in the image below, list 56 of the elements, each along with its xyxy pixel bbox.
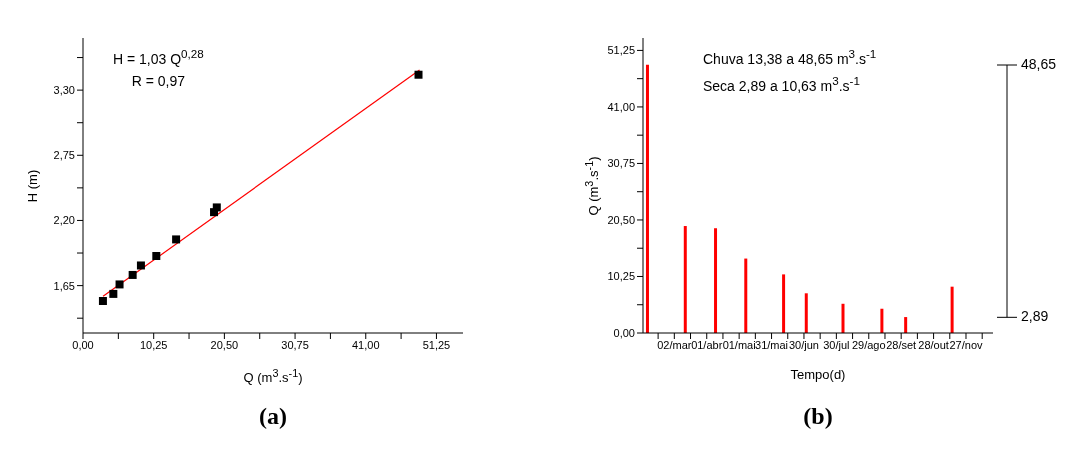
x-tick-label: 27/nov bbox=[949, 338, 984, 351]
y-tick-label: 0,00 bbox=[613, 326, 635, 339]
x-tick-label: 0,00 bbox=[72, 338, 94, 351]
ref-line-label: 2,89 bbox=[1021, 308, 1049, 325]
bar bbox=[804, 293, 808, 333]
y-tick-label: 20,50 bbox=[607, 213, 635, 226]
x-tick-label: 28/set bbox=[886, 338, 917, 351]
x-tick-label: 30,75 bbox=[281, 338, 309, 351]
x-axis-title: Tempo(d) bbox=[789, 367, 847, 382]
x-tick-label: 28/out bbox=[918, 338, 949, 351]
point bbox=[109, 289, 118, 298]
bar bbox=[841, 303, 845, 333]
x-tick-label: 10,25 bbox=[139, 338, 168, 351]
point bbox=[414, 70, 423, 79]
x-tick-label: 30/jun bbox=[788, 338, 819, 351]
point bbox=[115, 280, 124, 289]
x-tick-label: 20,50 bbox=[210, 338, 239, 351]
point bbox=[98, 297, 107, 306]
x-tick-label: 01/abr bbox=[691, 338, 723, 351]
y-tick-label: 3,30 bbox=[53, 84, 75, 97]
y-tick-label: 2,20 bbox=[53, 214, 75, 227]
bar bbox=[683, 226, 687, 333]
y-tick-label: 2,75 bbox=[53, 149, 75, 162]
y-tick-label: 1,65 bbox=[53, 279, 75, 292]
y-axis-title: H (m) bbox=[24, 169, 40, 202]
bar bbox=[880, 308, 884, 333]
bar bbox=[744, 258, 748, 333]
point bbox=[172, 235, 181, 244]
annotation: H = 1,03 Q$^{0,28}$ bbox=[113, 46, 204, 69]
text: (b) bbox=[802, 403, 834, 430]
x-tick-label: 30/jul bbox=[823, 338, 850, 351]
bar bbox=[645, 64, 649, 333]
x-axis-title: Q (m$^{3}$.s$^{-1}$) bbox=[242, 367, 304, 386]
text: (a) bbox=[258, 403, 288, 430]
annotation: Seca 2,89 a 10,63 m$^{3}$.s$^{-1}$ bbox=[703, 72, 861, 96]
x-tick-label: 02/mar bbox=[657, 338, 692, 351]
point bbox=[152, 251, 161, 260]
bar bbox=[904, 317, 908, 333]
y-tick-label: 51,25 bbox=[607, 44, 635, 57]
x-tick-label: 51,25 bbox=[422, 338, 451, 351]
point bbox=[212, 203, 221, 212]
x-tick-label: 31/mai bbox=[755, 338, 789, 351]
y-tick-label: 41,00 bbox=[607, 100, 635, 113]
x-tick-label: 41,00 bbox=[351, 338, 380, 351]
annotation: Chuva 13,38 a 48,65 m$^{3}$.s$^{-1}$ bbox=[703, 46, 877, 69]
x-tick-label: 01/mai bbox=[722, 338, 756, 351]
ref-line-label: 48,65 bbox=[1021, 55, 1057, 72]
y-tick-label: 10,25 bbox=[607, 270, 635, 283]
bar bbox=[950, 286, 954, 333]
point bbox=[128, 270, 137, 279]
bar bbox=[782, 274, 786, 333]
annotation: R = 0,97 bbox=[130, 71, 187, 91]
bar bbox=[714, 228, 718, 333]
point bbox=[136, 261, 145, 270]
x-tick-label: 29/ago bbox=[851, 338, 886, 351]
y-tick-label: 30,75 bbox=[607, 157, 635, 170]
